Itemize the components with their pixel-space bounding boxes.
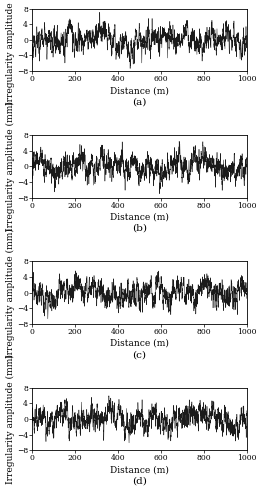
X-axis label: Distance (m): Distance (m): [110, 212, 169, 222]
X-axis label: Distance (m): Distance (m): [110, 339, 169, 348]
X-axis label: Distance (m): Distance (m): [110, 465, 169, 474]
Text: (d): (d): [132, 476, 147, 486]
X-axis label: Distance (m): Distance (m): [110, 86, 169, 95]
Y-axis label: Irregularity amplitude (mm): Irregularity amplitude (mm): [6, 228, 15, 358]
Y-axis label: Irregularity amplitude (mm): Irregularity amplitude (mm): [6, 354, 15, 484]
Y-axis label: Irregularity amplitude (mm): Irregularity amplitude (mm): [6, 102, 15, 231]
Text: (c): (c): [132, 350, 146, 359]
Text: (a): (a): [132, 98, 147, 106]
Text: (b): (b): [132, 224, 147, 233]
Y-axis label: Irregularity amplitude (mm): Irregularity amplitude (mm): [6, 0, 15, 105]
